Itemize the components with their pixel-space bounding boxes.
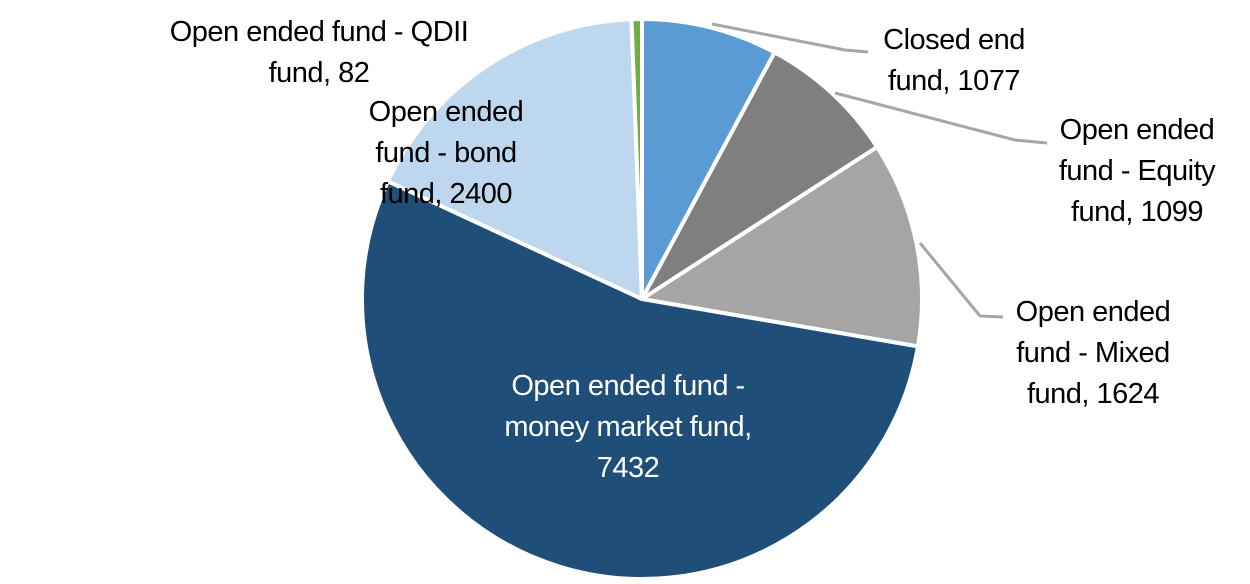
pie-slice-equity-fund (640, 50, 880, 301)
data-label-mixed-fund: Open ended fund - Mixed fund, 1624 (1016, 292, 1171, 415)
data-label-line: Open ended (368, 96, 524, 128)
data-label-money-market-fund: Open ended fund - money market fund, 743… (504, 366, 752, 489)
data-label-bond-fund: Open ended fund - bond fund, 2400 (369, 92, 524, 215)
data-label-line: Open ended fund - (511, 370, 745, 402)
data-label-line: Open ended (1059, 114, 1215, 146)
pie-slice-mixed-fund (640, 145, 924, 349)
data-label-line: fund, 1077 (887, 65, 1021, 97)
data-label-line: Open ended fund - QDII (169, 16, 469, 48)
leader-line-mixed-fund (918, 242, 1004, 319)
data-label-line: fund - bond (375, 137, 517, 169)
data-label-line: Open ended (1015, 296, 1171, 328)
data-label-line: 7432 (596, 452, 660, 484)
pie-slice-money-market-fund (360, 179, 920, 581)
pie-slice-bond-fund (385, 17, 644, 301)
pie-slice-qdii-fund (629, 17, 644, 301)
data-label-line: money market fund, (504, 411, 752, 443)
data-label-line: fund, 1099 (1070, 196, 1204, 228)
data-label-line: fund, 1624 (1026, 378, 1160, 410)
data-label-line: fund - Mixed (1016, 337, 1170, 369)
data-label-line: Closed end (883, 24, 1025, 56)
data-label-line: fund - Equity (1058, 155, 1216, 187)
data-label-closed-end-fund: Closed end fund, 1077 (883, 20, 1025, 102)
data-label-qdii-fund: Open ended fund - QDII fund, 82 (170, 12, 469, 94)
leader-line-closed-end-fund (711, 22, 869, 54)
data-label-line: fund, 2400 (379, 178, 513, 210)
data-label-equity-fund: Open ended fund - Equity fund, 1099 (1058, 110, 1216, 233)
pie-slice-closed-end-fund (640, 17, 777, 301)
data-label-line: fund, 82 (268, 57, 370, 89)
leader-line-equity-fund (834, 91, 1048, 145)
